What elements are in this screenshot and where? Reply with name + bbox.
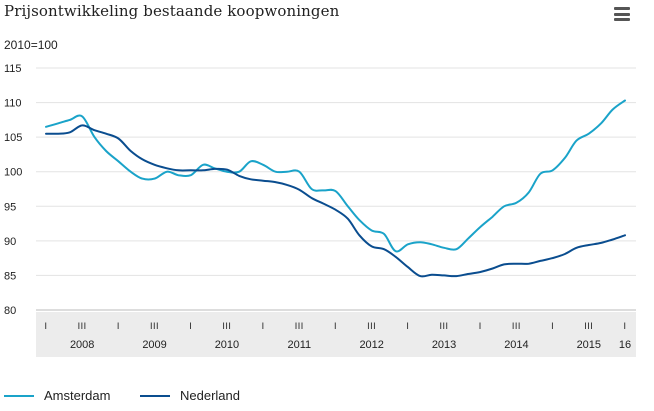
y-tick-label-85: 85 — [4, 270, 16, 282]
x-quarter-tick-13: III — [512, 321, 521, 331]
y-tick-label-80: 80 — [4, 305, 16, 317]
x-quarter-tick-4: I — [189, 321, 192, 331]
x-year-label-16: 16 — [619, 339, 631, 351]
y-tick-label-105: 105 — [4, 132, 22, 144]
x-quarter-tick-12: I — [479, 321, 482, 331]
legend-swatch-amsterdam — [4, 394, 34, 397]
x-year-label-2015: 2015 — [577, 339, 601, 351]
x-quarter-tick-7: III — [295, 321, 304, 331]
series-line-nederland — [45, 124, 626, 278]
x-quarter-tick-2: I — [117, 321, 120, 331]
y-axis-label: 2010=100 — [4, 38, 58, 52]
x-quarter-tick-15: III — [584, 321, 593, 331]
legend-label-amsterdam: Amsterdam — [44, 388, 111, 403]
x-year-label-2009: 2009 — [142, 339, 166, 351]
x-quarter-tick-10: I — [406, 321, 409, 331]
chart-title: Prijsontwikkeling bestaande koopwoningen — [4, 2, 340, 20]
x-year-label-2008: 2008 — [70, 339, 94, 351]
hamburger-menu-icon[interactable] — [612, 5, 632, 23]
x-year-label-2010: 2010 — [215, 339, 239, 351]
y-tick-label-115: 115 — [4, 63, 22, 75]
x-year-label-2014: 2014 — [504, 339, 528, 351]
y-tick-label-90: 90 — [4, 236, 16, 248]
x-quarter-tick-6: I — [262, 321, 265, 331]
x-quarter-tick-9: III — [367, 321, 376, 331]
x-year-label-2013: 2013 — [432, 339, 456, 351]
x-quarter-tick-8: I — [334, 321, 337, 331]
x-quarter-tick-3: III — [150, 321, 159, 331]
x-quarter-tick-14: I — [551, 321, 554, 331]
x-axis-band — [36, 312, 636, 357]
legend-swatch-nederland — [140, 394, 170, 397]
y-tick-label-110: 110 — [4, 98, 22, 110]
legend-item-nederland[interactable]: Nederland — [140, 388, 240, 403]
x-quarter-tick-5: III — [222, 321, 231, 331]
y-tick-label-100: 100 — [4, 167, 22, 179]
x-year-label-2012: 2012 — [359, 339, 383, 351]
x-quarter-tick-1: III — [78, 321, 87, 331]
legend-item-amsterdam[interactable]: Amsterdam — [4, 388, 110, 403]
y-tick-label-95: 95 — [4, 201, 16, 213]
x-year-label-2011: 2011 — [287, 339, 311, 351]
x-quarter-tick-16: I — [623, 321, 626, 331]
legend-label-nederland: Nederland — [180, 388, 240, 403]
series-line-amsterdam — [45, 99, 626, 253]
x-quarter-tick-11: III — [440, 321, 449, 331]
x-quarter-tick-0: I — [44, 321, 47, 331]
